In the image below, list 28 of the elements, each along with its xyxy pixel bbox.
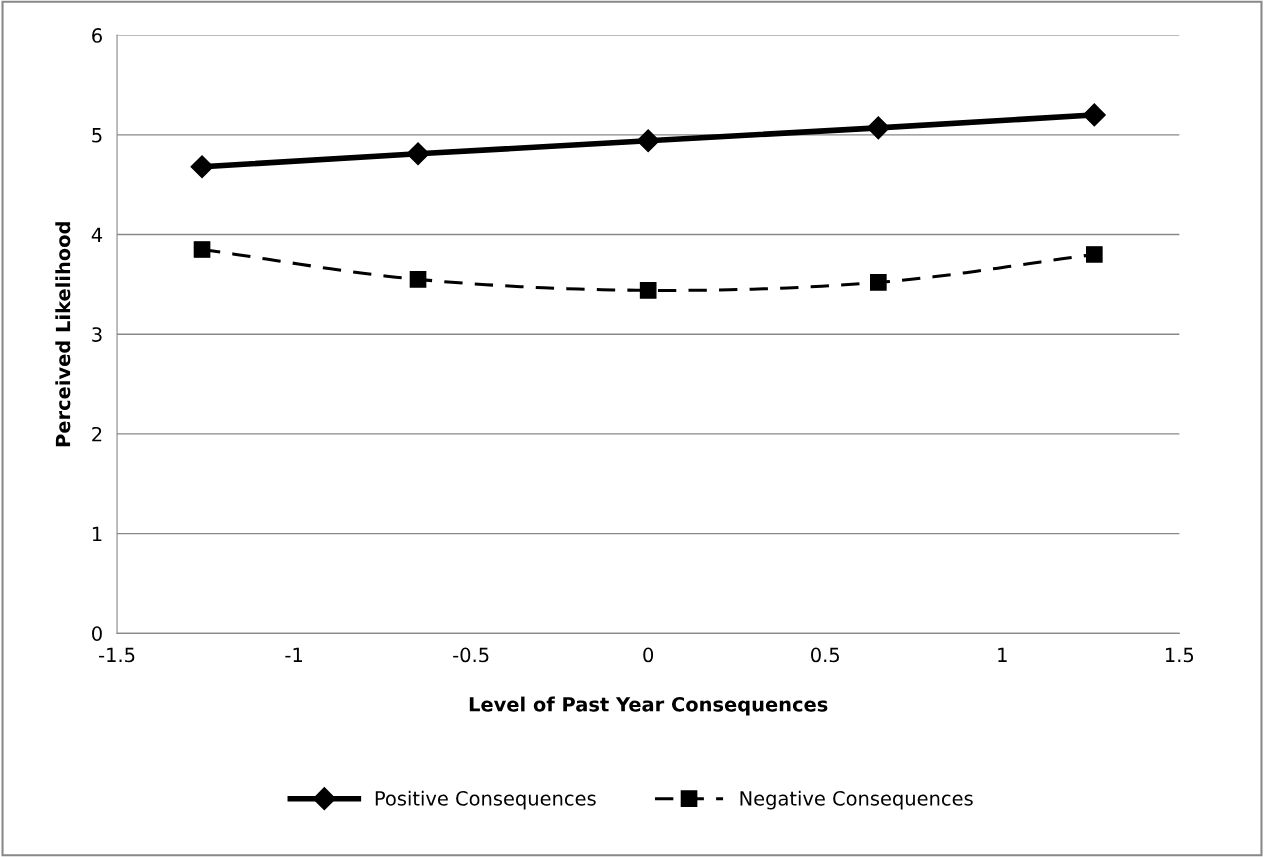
y-tick-label: 5 (92, 128, 102, 143)
y-tick-label: 1 (92, 526, 102, 542)
x-tick-label: -1.5 (99, 647, 135, 663)
x-tick-label: 1 (998, 647, 1007, 662)
y-axis-title: Perceived Likelihood (55, 222, 71, 447)
legend-label: Positive Consequences (375, 790, 596, 810)
x-tick-label: -1 (285, 647, 302, 662)
x-tick-label: 1.5 (1165, 647, 1194, 663)
x-tick-label: 0 (643, 647, 654, 663)
point (190, 155, 214, 179)
x-axis-title: Level of Past Year Consequences (469, 696, 828, 716)
x-tick-label: 0.5 (811, 647, 839, 663)
point (1082, 103, 1106, 127)
y-tick-label: 6 (92, 28, 102, 43)
x-tick-label: -0.5 (453, 647, 489, 663)
y-tick-label: 4 (91, 227, 103, 242)
point (639, 282, 657, 299)
point (409, 271, 427, 288)
y-tick-label: 0 (92, 626, 102, 641)
y-tick-label: 3 (92, 327, 102, 342)
point (406, 142, 430, 166)
point (193, 241, 211, 258)
y-tick-label: 2 (92, 426, 102, 442)
point (636, 129, 660, 153)
point (1085, 246, 1103, 263)
legend-label: Negative Consequences (740, 790, 973, 810)
point (866, 116, 890, 140)
point (870, 274, 887, 291)
